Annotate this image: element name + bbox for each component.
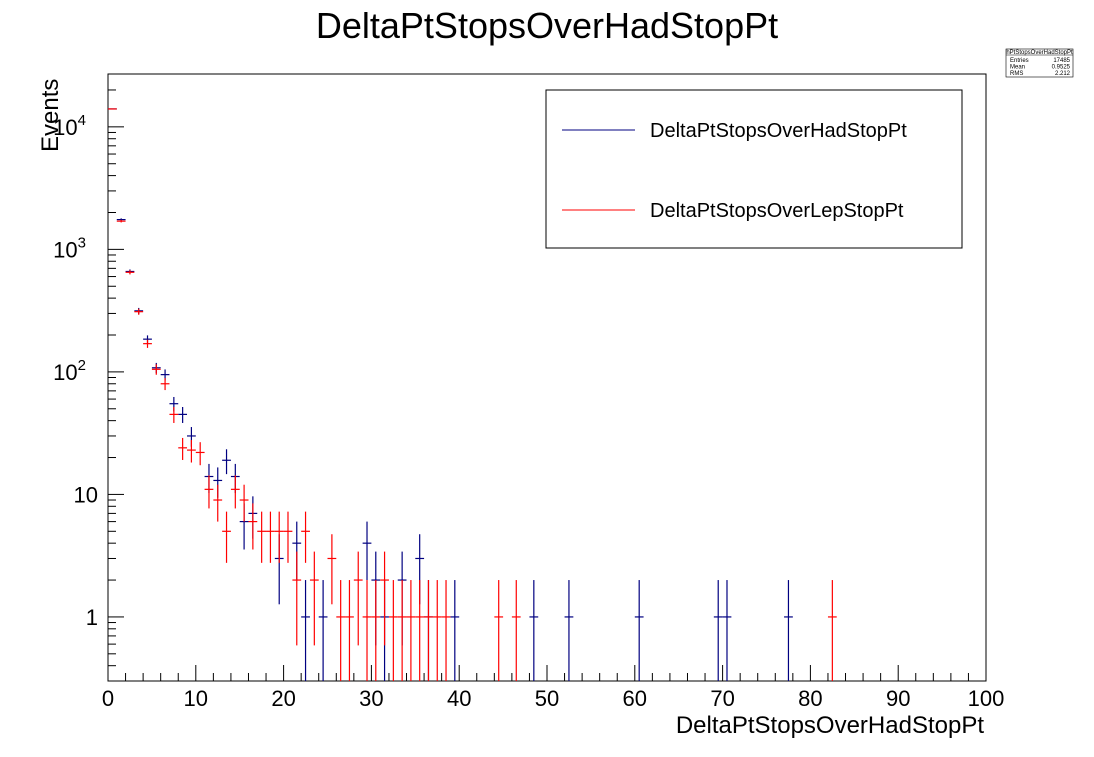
x-tick-label: 10 — [184, 686, 208, 711]
x-tick-label: 40 — [447, 686, 471, 711]
legend-label-lep: DeltaPtStopsOverLepStopPt — [650, 200, 904, 222]
y-tick-label: 104 — [53, 112, 86, 140]
stats-mean-value: 0.9525 — [1052, 65, 1071, 71]
stats-frame — [1005, 48, 1074, 78]
x-tick-label: 20 — [271, 686, 295, 711]
y-axis-label: Events — [37, 79, 64, 152]
stats-box: hPtStopsOverHadStopPt Entries 17485 Mean… — [1005, 48, 1074, 78]
x-axis-label: DeltaPtStopsOverHadStopPt — [676, 712, 984, 739]
x-tick-label: 0 — [102, 686, 114, 711]
stats-entries-value: 17485 — [1053, 58, 1070, 64]
stats-rms-value: 2.212 — [1055, 71, 1071, 77]
chart-title: DeltaPtStopsOverHadStopPt — [316, 5, 778, 46]
y-tick-label: 1 — [86, 605, 98, 630]
legend: DeltaPtStopsOverHadStopPt DeltaPtStopsOv… — [545, 89, 963, 249]
stats-entries-label: Entries — [1010, 58, 1029, 64]
stats-name: hPtStopsOverHadStopPt — [1006, 50, 1073, 56]
x-tick-label: 60 — [623, 686, 647, 711]
x-tick-label: 80 — [798, 686, 822, 711]
legend-label-had: DeltaPtStopsOverHadStopPt — [650, 120, 907, 142]
y-tick-label: 103 — [53, 234, 86, 262]
stats-rms-label: RMS — [1010, 71, 1023, 77]
x-tick-label: 70 — [710, 686, 734, 711]
y-tick-label: 102 — [53, 357, 86, 385]
data-series — [108, 108, 837, 681]
legend-box — [545, 89, 963, 249]
stats-mean-label: Mean — [1010, 65, 1025, 71]
x-tick-label: 90 — [886, 686, 910, 711]
x-tick-label: 50 — [535, 686, 559, 711]
y-tick-label: 10 — [74, 482, 98, 507]
x-tick-label: 100 — [968, 686, 1005, 711]
x-tick-label: 30 — [359, 686, 383, 711]
series-1 — [108, 108, 837, 681]
